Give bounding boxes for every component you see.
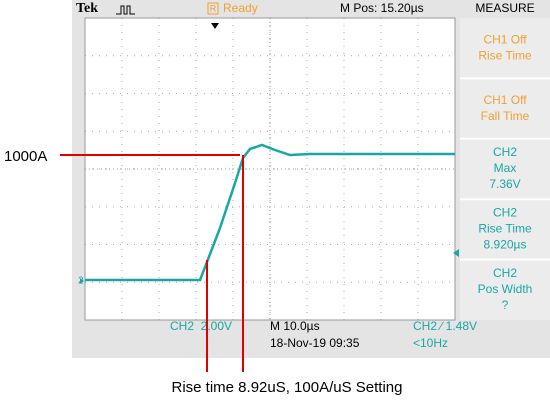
channel-arrow — [80, 278, 84, 284]
caption: Rise time 8.92uS, 100A/uS Setting — [172, 379, 403, 396]
m-pos: M Pos: 15.20µs — [340, 1, 424, 15]
menu-line: CH2 — [493, 145, 517, 159]
menu-line: Rise Time — [478, 222, 532, 236]
trigger-pos — [211, 23, 219, 29]
status-box — [207, 2, 219, 15]
acq-icon — [116, 5, 135, 15]
menu-title: MEASURE — [475, 1, 534, 15]
ch-scale: CH2 2.00V — [170, 319, 232, 333]
menu-line: CH1 Off — [483, 93, 527, 107]
brand: Tek — [76, 1, 98, 16]
status-icon: R — [210, 3, 217, 13]
freq: <10Hz — [413, 336, 448, 350]
menu-line: CH2 — [493, 266, 517, 280]
menu-line: Rise Time — [478, 48, 532, 62]
datetime: 18-Nov-19 09:35 — [270, 336, 360, 350]
status: Ready — [223, 1, 258, 15]
menu-panel — [460, 18, 550, 320]
menu: CH1 Off Rise Time CH1 Off Fall Time CH2 Max 7.… — [460, 32, 550, 312]
menu-line: 8.920µs — [484, 238, 527, 252]
menu-line: 7.36V — [489, 177, 520, 191]
menu-line: Pos Width — [478, 282, 533, 296]
trigger: CH2 ∕ 1.48V — [413, 319, 477, 333]
waveform — [85, 143, 455, 282]
menu-line: Fall Time — [481, 109, 530, 123]
grid — [84, 17, 456, 321]
graticule-border — [84, 17, 456, 321]
menu-line: CH1 Off — [483, 32, 527, 46]
level-label: 1000A — [4, 148, 47, 165]
menu-line: ? — [502, 298, 509, 312]
time-scale: M 10.0µs — [270, 319, 320, 333]
trigger-level — [453, 249, 459, 257]
menu-line: Max — [494, 161, 517, 175]
menu-line: CH2 — [493, 206, 517, 220]
